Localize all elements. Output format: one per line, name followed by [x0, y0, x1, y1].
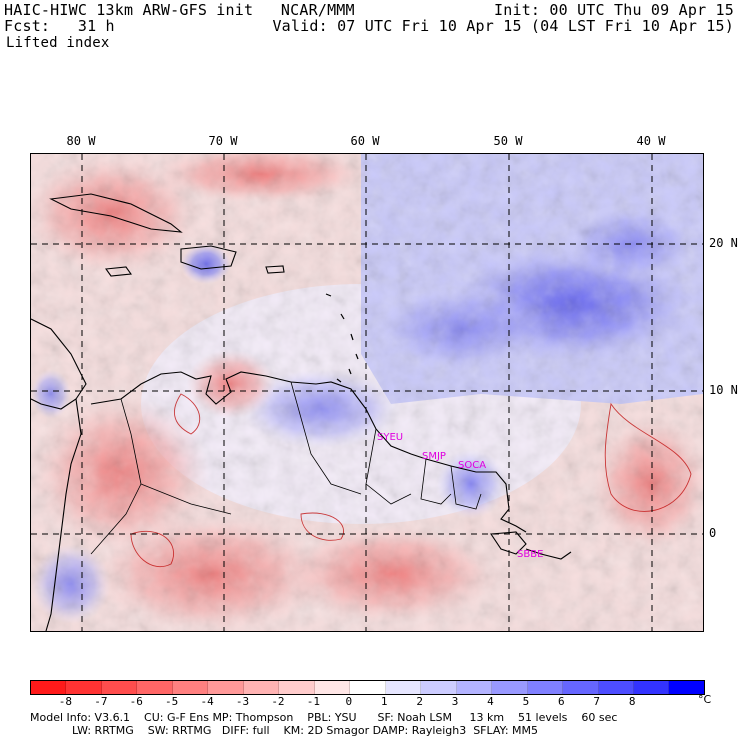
french-guiana-border	[450, 465, 482, 510]
colorbar-tick-label: 6	[558, 695, 565, 708]
cuba-coast	[49, 193, 183, 233]
li-contours	[130, 393, 692, 568]
suriname-border	[420, 458, 452, 505]
field-name: Lifted index	[6, 35, 110, 51]
colorbar-tick-label: -2	[271, 695, 285, 708]
colorbar-cell	[66, 681, 102, 694]
colorbar-cell	[350, 681, 386, 694]
colorbar-cell	[101, 681, 138, 694]
init-time: Init: 00 UTC Thu 09 Apr 15	[494, 1, 734, 19]
colorbar-tick-label: -6	[129, 695, 143, 708]
contour-1	[604, 402, 692, 512]
model-info-line1: Model Info: V3.6.1 CU: G-F Ens MP: Thomp…	[30, 711, 618, 724]
colorbar-tick-label: 0	[345, 695, 353, 708]
station-sbbe: SBBE	[517, 549, 544, 560]
forecast-hour: Fcst: 31 h	[4, 17, 115, 35]
colorbar-cell	[314, 681, 351, 694]
colorbar-cell	[31, 681, 67, 694]
colorbar-tick-label: 8	[628, 695, 636, 708]
lesser-antilles	[325, 293, 359, 383]
lon-label-50w: 50 W	[493, 134, 523, 148]
texture-layer	[31, 154, 703, 631]
colorbar-cell	[456, 681, 493, 694]
lat-label-20n: 20 N	[709, 236, 738, 250]
colorbar-tick-label: 2	[416, 695, 423, 708]
station-soca: SOCA	[458, 460, 487, 471]
colorbar-tick-label: -7	[94, 695, 108, 708]
marajo-island	[490, 531, 527, 555]
brazil-border	[140, 483, 232, 515]
para-coast	[525, 548, 572, 560]
jamaica-coast	[105, 266, 132, 277]
contour-2	[174, 393, 201, 435]
colorbar-tick-label: -5	[165, 695, 179, 708]
guyana-border	[365, 428, 412, 505]
venezuela-border	[290, 381, 362, 495]
pacific-coast	[45, 398, 82, 631]
model-title: HAIC-HIWC 13km ARW-GFS init NCAR/MMM	[4, 1, 355, 19]
puerto-rico-coast	[265, 265, 285, 274]
graticule	[31, 154, 703, 631]
contour-4	[300, 512, 344, 541]
model-info-line2: LW: RRTMG SW: RRTMG DIFF: full KM: 2D Sm…	[72, 724, 538, 737]
colorbar-cell	[669, 681, 704, 694]
lifted-index-map	[30, 153, 704, 632]
colorbar	[30, 680, 705, 695]
colorbar-cell	[598, 681, 634, 694]
colorbar-tick-label: -1	[306, 695, 320, 708]
station-syeu: SYEU	[377, 432, 404, 443]
colorbar-cell	[527, 681, 564, 694]
lon-label-80w: 80 W	[66, 134, 96, 148]
colorbar-tick-label: -4	[200, 695, 214, 708]
colorbar-cell	[172, 681, 209, 694]
colorbar-tick-label: 7	[593, 695, 601, 708]
colorbar-cell	[279, 681, 315, 694]
valid-time: Valid: 07 UTC Fri 10 Apr 15 (04 LST Fri …	[272, 17, 734, 35]
colorbar-tick-label: -3	[235, 695, 250, 708]
lat-label-0: 0	[709, 526, 717, 540]
colorbar-cell	[208, 681, 244, 694]
lon-label-60w: 60 W	[350, 134, 380, 148]
colorbar-cell	[563, 681, 599, 694]
lon-label-70w: 70 W	[208, 134, 238, 148]
lon-label-40w: 40 W	[636, 134, 666, 148]
hispaniola-coast	[180, 245, 237, 270]
colorbar-tick-label: 4	[487, 695, 494, 708]
colorbar-tick-label: 1	[380, 695, 388, 708]
colorbar-cell	[243, 681, 280, 694]
lat-label-10n: 10 N	[709, 383, 738, 397]
colorbar-cell	[492, 681, 528, 694]
colorbar-labels: -8 -7 -6 -5 -4 -3 -2 -1 0 1 2 3 4 5 6 7 8	[30, 695, 703, 709]
colorbar-tick-label: 5	[522, 695, 530, 708]
station-smjp: SMJP	[422, 451, 446, 462]
coastlines	[31, 193, 572, 631]
colorbar-cell	[137, 681, 173, 694]
colorbar-cell	[421, 681, 457, 694]
contour-3	[130, 530, 175, 568]
colorbar-cell	[633, 681, 670, 694]
colorbar-tick-label: 3	[451, 695, 459, 708]
colorbar-cell	[385, 681, 422, 694]
colorbar-unit: °C	[698, 693, 712, 706]
colorbar-tick-label: -8	[58, 695, 73, 708]
south-america-north-coast	[90, 371, 527, 533]
map-canvas	[31, 154, 703, 631]
